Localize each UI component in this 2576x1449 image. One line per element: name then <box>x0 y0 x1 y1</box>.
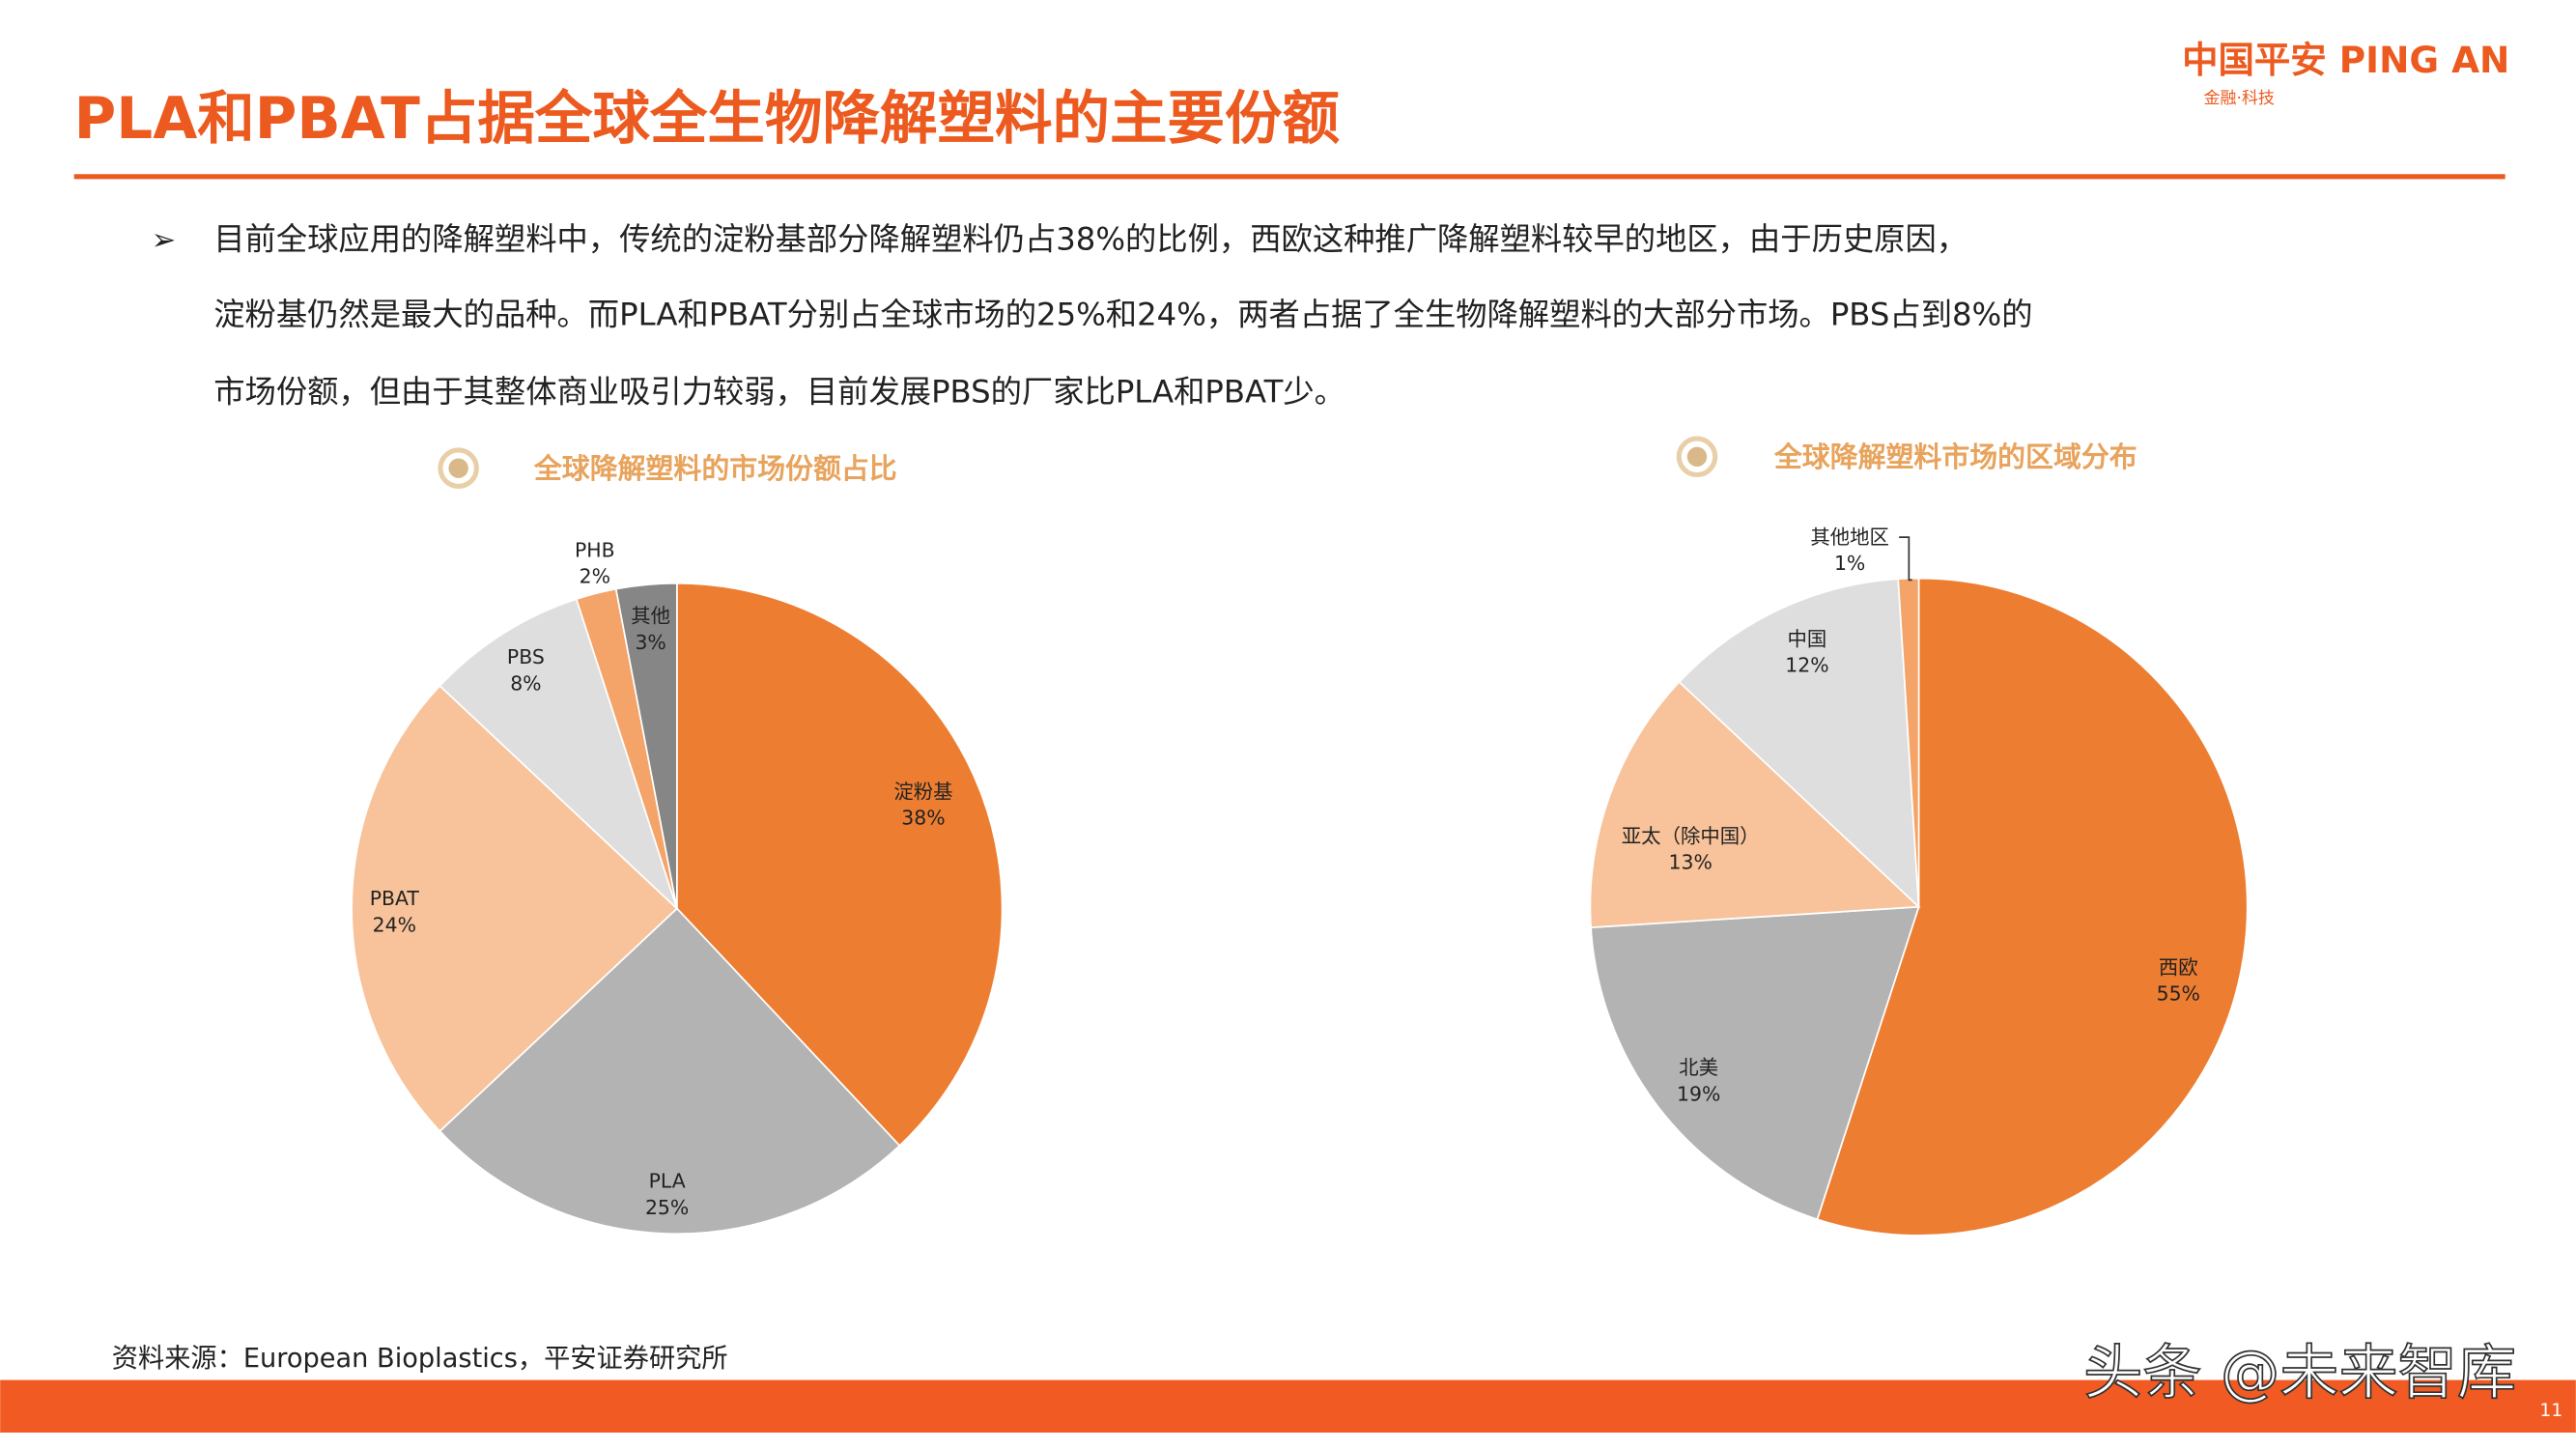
pie-slice <box>351 684 679 1133</box>
chart-title: 全球降解塑料市场的区域分布 <box>1773 440 2137 473</box>
bullet: ➢ <box>152 224 177 258</box>
title-icon <box>448 458 468 478</box>
chart-title: 全球降解塑料的市场份额占比 <box>533 452 897 485</box>
slice-label: 淀粉基 <box>893 781 952 804</box>
title-icon <box>1686 446 1708 467</box>
slice-value-label: 55% <box>2157 982 2200 1006</box>
slice-label: 北美 <box>1679 1056 1718 1079</box>
slice-label: PHB <box>575 539 615 562</box>
logo: 中国平安 PING AN <box>2182 39 2509 81</box>
footer-band <box>0 1379 2576 1433</box>
slice-label: PBS <box>507 645 545 668</box>
logo-tagline: 金融·科技 <box>2203 89 2274 108</box>
body-line: 淀粉基仍然是最大的品种。而PLA和PBAT分别占全球市场的25%和24%，两者占… <box>213 297 2032 333</box>
body-line: 目前全球应用的降解塑料中，传统的淀粉基部分降解塑料仍占38%的比例，西欧这种推广… <box>213 221 1967 258</box>
slice-value-label: 19% <box>1677 1082 1720 1105</box>
page-number: 11 <box>2539 1401 2562 1421</box>
slide-title: PLA和PBAT占据全球全生物降解塑料的主要份额 <box>74 86 1341 153</box>
body-line: 市场份额，但由于其整体商业吸引力较弱，目前发展PBS的厂家比PLA和PBAT少。 <box>213 374 1345 411</box>
slice-value-label: 3% <box>635 631 665 654</box>
pie-slice <box>614 582 678 909</box>
slice-value-label: 12% <box>1785 654 1828 677</box>
pie-slice <box>675 582 1004 1148</box>
slice-label: PBAT <box>370 887 420 910</box>
pie-slice <box>439 907 901 1236</box>
slice-label: 其他 <box>631 605 670 628</box>
pie-slice <box>1590 905 1920 1221</box>
pie-slice <box>439 598 678 910</box>
slice-label: 中国 <box>1788 627 1827 650</box>
slice-label: PLA <box>649 1170 686 1193</box>
slice-label: 亚太（除中国） <box>1622 824 1760 847</box>
slice-value-label: 13% <box>1669 851 1713 874</box>
title-icon <box>438 447 479 489</box>
slice-value-label: 1% <box>1834 552 1865 575</box>
pie-slice <box>1816 577 2249 1236</box>
source: 资料来源：European Bioplastics，平安证券研究所 <box>112 1344 728 1374</box>
pie-slice <box>1589 680 1921 929</box>
slice-label: 西欧 <box>2159 956 2198 980</box>
slice-value-label: 2% <box>580 565 610 588</box>
watermark: 头条 @未来智库 <box>2083 1339 2516 1407</box>
slice-value-label: 8% <box>510 671 541 695</box>
slice-value-label: 24% <box>373 913 416 936</box>
title-rule <box>73 174 2505 180</box>
pie-slice <box>1678 578 1920 909</box>
title-icon <box>1676 436 1718 478</box>
slice-value-label: 25% <box>645 1196 689 1219</box>
slice-label: 其他地区 <box>1810 526 1889 549</box>
leader-line <box>1899 536 1912 582</box>
slice-value-label: 38% <box>901 807 945 830</box>
